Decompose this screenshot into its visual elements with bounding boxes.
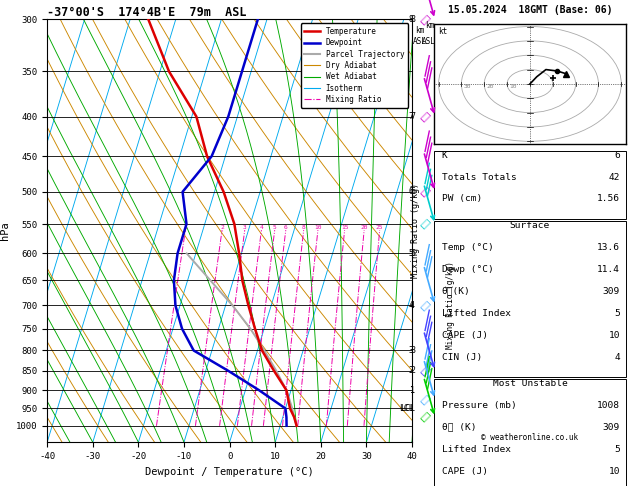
Text: 15.05.2024  18GMT (Base: 06): 15.05.2024 18GMT (Base: 06) [448,5,612,15]
Text: ≫: ≫ [419,299,431,312]
Text: kt: kt [438,27,447,36]
Text: 1: 1 [184,225,187,230]
Text: Surface: Surface [510,221,550,230]
Text: PW (cm): PW (cm) [442,194,482,204]
Text: K: K [442,151,447,159]
Text: Mixing Ratio (g/kg): Mixing Ratio (g/kg) [446,261,455,349]
Text: 4: 4 [409,301,414,310]
Text: 1008: 1008 [597,401,620,410]
Text: 10: 10 [509,84,517,89]
Text: ASL: ASL [422,37,437,47]
Text: Pressure (mb): Pressure (mb) [442,401,516,410]
Text: 8: 8 [302,225,306,230]
Text: 309: 309 [603,287,620,295]
Text: 10: 10 [609,467,620,476]
Text: 1.56: 1.56 [597,194,620,204]
Text: 15: 15 [341,225,348,230]
Text: 5: 5 [410,249,415,258]
Text: ≫: ≫ [419,186,431,198]
Text: 6: 6 [410,187,415,196]
Text: 42: 42 [609,173,620,181]
Text: 5: 5 [615,309,620,318]
Bar [434,221,626,377]
Text: CAPE (J): CAPE (J) [442,467,487,476]
Text: ≫: ≫ [419,14,431,25]
Text: 6: 6 [615,151,620,159]
Text: 4: 4 [410,301,415,310]
Bar [434,379,626,486]
Text: 4: 4 [260,225,264,230]
Text: 5: 5 [273,225,277,230]
Text: 309: 309 [603,423,620,432]
Text: 3: 3 [409,346,414,355]
Text: CAPE (J): CAPE (J) [442,330,487,340]
Y-axis label: hPa: hPa [1,222,11,240]
Text: 1: 1 [409,386,414,395]
Text: 5: 5 [615,445,620,454]
Text: CIN (J): CIN (J) [442,353,482,362]
Text: 20: 20 [487,84,494,89]
Text: ≫: ≫ [419,218,431,230]
Text: 5: 5 [409,249,414,258]
Text: Dewp (°C): Dewp (°C) [442,265,493,274]
Text: Totals Totals: Totals Totals [442,173,516,181]
Text: 6: 6 [409,187,414,196]
Text: 4: 4 [615,353,620,362]
Text: 2: 2 [409,366,414,376]
Text: 25: 25 [376,225,384,230]
Text: 2: 2 [220,225,224,230]
Text: 11.4: 11.4 [597,265,620,274]
Text: 8: 8 [410,15,415,24]
Text: 10: 10 [609,330,620,340]
Text: 8: 8 [409,15,414,24]
X-axis label: Dewpoint / Temperature (°C): Dewpoint / Temperature (°C) [145,467,314,477]
Text: 10: 10 [314,225,321,230]
Text: 6: 6 [284,225,287,230]
Text: Most Unstable: Most Unstable [493,379,567,388]
Text: © weatheronline.co.uk: © weatheronline.co.uk [481,433,579,442]
Text: 3: 3 [410,346,415,355]
Text: ≫: ≫ [419,394,431,405]
Text: 30: 30 [464,84,471,89]
Text: ≫: ≫ [419,411,431,423]
Text: LCL: LCL [400,404,415,413]
Text: 7: 7 [410,112,415,121]
Text: Lifted Index: Lifted Index [442,445,511,454]
Text: 13.6: 13.6 [597,243,620,252]
Text: -37°00'S  174°4B'E  79m  ASL: -37°00'S 174°4B'E 79m ASL [47,6,247,19]
Text: Temp (°C): Temp (°C) [442,243,493,252]
Text: Lifted Index: Lifted Index [442,309,511,318]
Text: θᴇ (K): θᴇ (K) [442,423,476,432]
Text: ≫: ≫ [419,111,431,122]
Text: 3: 3 [243,225,247,230]
Text: ≫: ≫ [419,365,431,377]
Legend: Temperature, Dewpoint, Parcel Trajectory, Dry Adiabat, Wet Adiabat, Isotherm, Mi: Temperature, Dewpoint, Parcel Trajectory… [301,23,408,107]
Bar [434,151,626,219]
Text: km
ASL: km ASL [413,26,426,46]
Text: LCL: LCL [399,404,414,413]
Text: km: km [425,20,434,30]
Text: 2: 2 [410,366,415,376]
Text: θᴇ(K): θᴇ(K) [442,287,470,295]
Text: 1: 1 [410,386,415,395]
Text: Mixing Ratio (g/kg): Mixing Ratio (g/kg) [411,183,420,278]
Text: 20: 20 [360,225,368,230]
Text: 7: 7 [409,112,414,121]
